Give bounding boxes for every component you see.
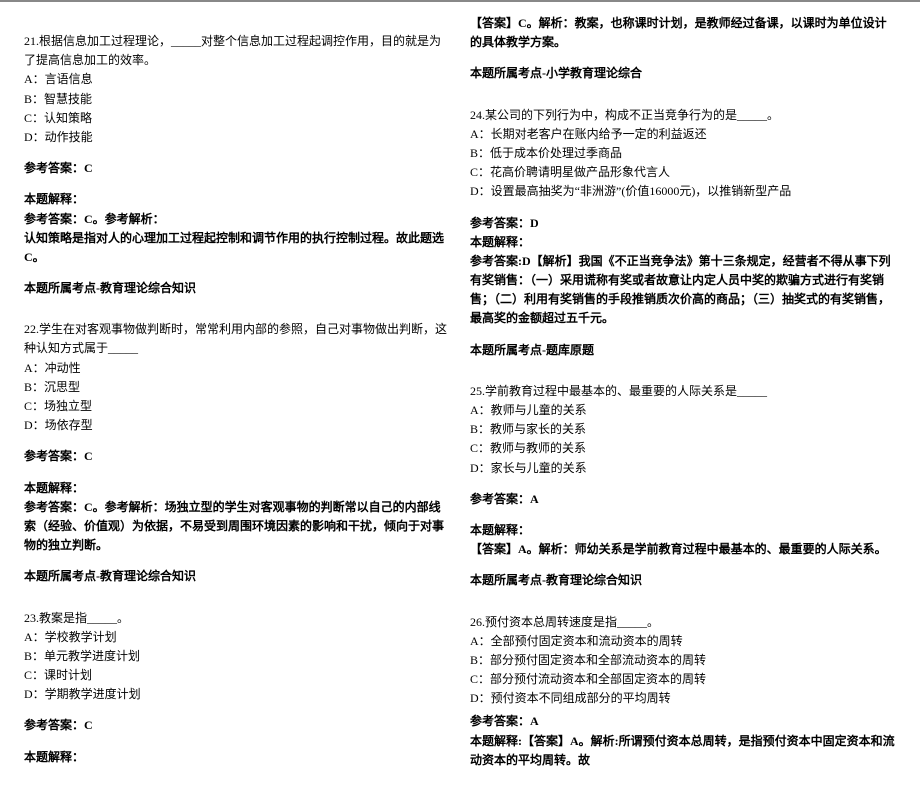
q25-exp-header: 本题解释： [470, 521, 896, 540]
q24-opt-a: A：长期对老客户在账内给予一定的利益返还 [470, 125, 896, 144]
q26-opt-c: C：部分预付流动资本和全部固定资本的周转 [470, 670, 896, 689]
q25-topic: 本题所属考点-教育理论综合知识 [470, 571, 896, 590]
q25-opt-a: A：教师与儿童的关系 [470, 401, 896, 420]
q21-exp-line1: 参考答案：C。参考解析： [24, 210, 450, 229]
q25-stem: 25.学前教育过程中最基本的、最重要的人际关系是_____ [470, 382, 896, 401]
q23-stem: 23.教案是指_____。 [24, 609, 450, 628]
q25-opt-b: B：教师与家长的关系 [470, 420, 896, 439]
q22-exp-line1: 参考答案：C。参考解析：场独立型的学生对客观事物的判断常以自己的内部线索（经验、… [24, 498, 450, 556]
q21-opt-c: C：认知策略 [24, 109, 450, 128]
q26-opt-b: B：部分预付固定资本和全部流动资本的周转 [470, 651, 896, 670]
q26-opt-d: D：预付资本不同组成部分的平均周转 [470, 689, 896, 708]
q23-answer-label: 参考答案：C [24, 716, 450, 735]
q22-exp-header: 本题解释： [24, 479, 450, 498]
q25-answer-label: 参考答案：A [470, 490, 896, 509]
q24-stem: 24.某公司的下列行为中，构成不正当竞争行为的是_____。 [470, 106, 896, 125]
q21-answer-label: 参考答案：C [24, 159, 450, 178]
q22-answer-label: 参考答案：C [24, 447, 450, 466]
q24-opt-d: D：设置最高抽奖为“非洲游”(价值16000元)，以推销新型产品 [470, 182, 896, 201]
left-column: 21.根据信息加工过程理论，_____对整个信息加工过程起调控作用，目的就是为了… [24, 10, 450, 770]
q24-opt-c: C：花高价聘请明星做产品形象代言人 [470, 163, 896, 182]
q23-opt-d: D：学期教学进度计划 [24, 685, 450, 704]
q25-exp-line: 【答案】A。解析：师幼关系是学前教育过程中最基本的、最重要的人际关系。 [470, 540, 896, 559]
q24-exp-header: 本题解释： [470, 233, 896, 252]
q26-opt-a: A：全部预付固定资本和流动资本的周转 [470, 632, 896, 651]
q23-opt-b: B：单元教学进度计划 [24, 647, 450, 666]
q22-opt-a: A：冲动性 [24, 359, 450, 378]
q22-opt-c: C：场独立型 [24, 397, 450, 416]
q24-topic: 本题所属考点-题库原题 [470, 341, 896, 360]
q23-opt-c: C：课时计划 [24, 666, 450, 685]
q24-opt-b: B：低于成本价处理过季商品 [470, 144, 896, 163]
q26-exp-line: 本题解释:【答案】A。解析:所谓预付资本总周转，是指预付资本中固定资本和流动资本… [470, 732, 896, 770]
q21-stem: 21.根据信息加工过程理论，_____对整个信息加工过程起调控作用，目的就是为了… [24, 32, 450, 70]
q21-exp-header: 本题解释： [24, 190, 450, 209]
right-column: 【答案】C。解析：教案，也称课时计划，是教师经过备课，以课时为单位设计的具体教学… [470, 10, 896, 770]
q22-opt-b: B：沉思型 [24, 378, 450, 397]
q22-opt-d: D：场依存型 [24, 416, 450, 435]
q23-exp-line: 【答案】C。解析：教案，也称课时计划，是教师经过备课，以课时为单位设计的具体教学… [470, 14, 896, 52]
q21-opt-a: A：言语信息 [24, 70, 450, 89]
page-container: 21.根据信息加工过程理论，_____对整个信息加工过程起调控作用，目的就是为了… [0, 0, 920, 786]
q24-exp-line: 参考答案:D【解析】我国《不正当竞争法》第十三条规定，经营者不得从事下列有奖销售… [470, 252, 896, 329]
q24-answer-label: 参考答案：D [470, 214, 896, 233]
q21-opt-d: D：动作技能 [24, 128, 450, 147]
q22-topic: 本题所属考点-教育理论综合知识 [24, 567, 450, 586]
q23-topic: 本题所属考点-小学教育理论综合 [470, 64, 896, 83]
q25-opt-d: D：家长与儿童的关系 [470, 459, 896, 478]
q21-topic: 本题所属考点-教育理论综合知识 [24, 279, 450, 298]
q21-exp-line2: 认知策略是指对人的心理加工过程起控制和调节作用的执行控制过程。故此题选 C。 [24, 229, 450, 267]
q22-stem: 22.学生在对客观事物做判断时，常常利用内部的参照，自己对事物做出判断，这种认知… [24, 320, 450, 358]
q23-exp-header: 本题解释： [24, 748, 450, 767]
q26-answer-label: 参考答案：A [470, 712, 896, 731]
q25-opt-c: C：教师与教师的关系 [470, 439, 896, 458]
q21-opt-b: B：智慧技能 [24, 90, 450, 109]
q26-stem: 26.预付资本总周转速度是指_____。 [470, 613, 896, 632]
q23-opt-a: A：学校教学计划 [24, 628, 450, 647]
